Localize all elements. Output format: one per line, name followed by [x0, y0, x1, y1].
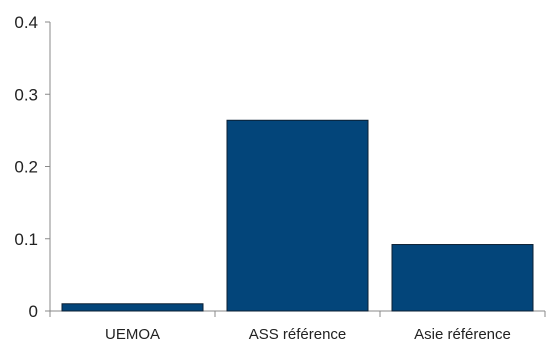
y-tick-label: 0.1 — [14, 230, 38, 249]
y-tick-label: 0 — [29, 302, 38, 321]
chart-bars — [61, 119, 534, 312]
y-tick-label: 0.4 — [14, 13, 38, 32]
bar-1 — [226, 119, 369, 312]
x-category-label: UEMOA — [105, 326, 160, 341]
bar-0 — [61, 303, 204, 312]
x-category-label: Asie référence — [414, 326, 511, 341]
x-category-labels: UEMOA ASS référence Asie référence — [105, 326, 511, 341]
y-tick-label: 0.3 — [14, 85, 38, 104]
x-category-label: ASS référence — [249, 326, 347, 341]
y-tick-labels: 0 0.1 0.2 0.3 0.4 — [14, 13, 38, 321]
y-tick-label: 0.2 — [14, 158, 38, 177]
bar-2 — [391, 244, 534, 312]
